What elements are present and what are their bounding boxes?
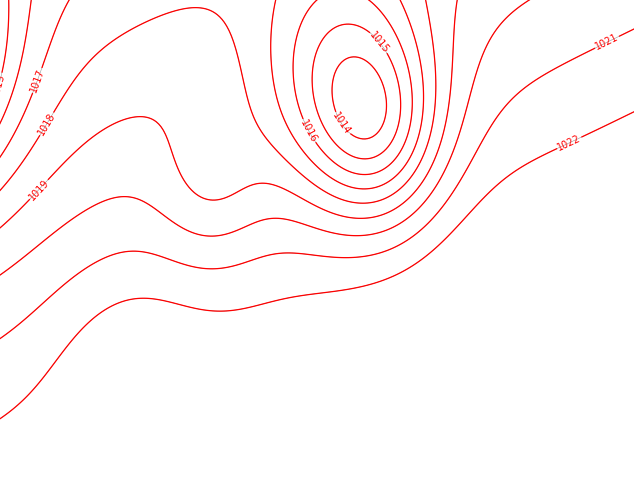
Text: 1021: 1021 (594, 32, 620, 52)
Text: 1019: 1019 (27, 177, 51, 202)
Text: 1017: 1017 (29, 67, 46, 94)
Text: 1016: 1016 (299, 118, 319, 144)
Text: 1015: 1015 (368, 29, 391, 55)
Text: 1014: 1014 (331, 111, 353, 137)
Text: Tu 28-05-2024 02:00 UTC (06+20): Tu 28-05-2024 02:00 UTC (06+20) (410, 468, 631, 481)
Text: Surface pressure [hPa] UK-Global: Surface pressure [hPa] UK-Global (3, 468, 231, 481)
Text: 1022: 1022 (556, 133, 583, 152)
Text: 1018: 1018 (36, 111, 57, 137)
Text: 1015: 1015 (0, 73, 7, 99)
